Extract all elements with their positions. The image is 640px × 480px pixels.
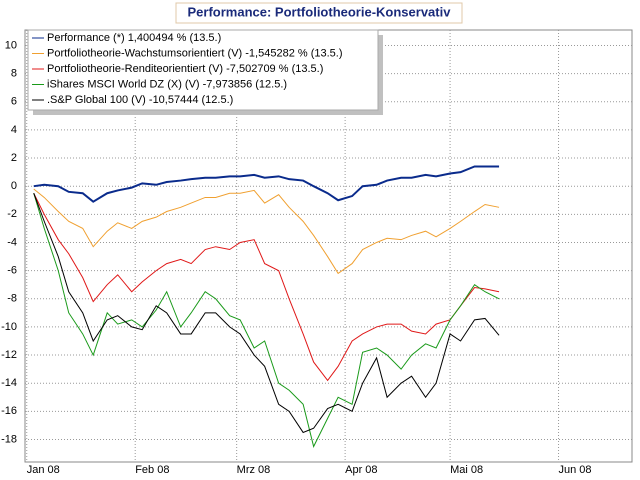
y-tick-label: -4	[7, 236, 17, 248]
x-tick-label: Feb 08	[135, 464, 169, 476]
legend-label: iShares MSCI World DZ (X) (V) -7,973856 …	[47, 78, 287, 90]
y-tick-label: 4	[11, 124, 17, 136]
series-line	[33, 188, 500, 275]
y-tick-label: -10	[1, 321, 17, 333]
y-tick-label: -2	[7, 208, 17, 220]
x-tick-label: Jan 08	[27, 464, 60, 476]
x-tick-label: Mai 08	[450, 464, 483, 476]
series-line	[33, 165, 500, 203]
series-line	[33, 193, 500, 382]
x-tick-label: Mrz 08	[237, 464, 271, 476]
y-tick-label: 6	[11, 96, 17, 108]
y-tick-label: -8	[7, 293, 17, 305]
y-tick-label: -14	[1, 377, 17, 389]
legend-label: .S&P Global 100 (V) -10,57444 (12.5.)	[47, 94, 233, 106]
series-line	[33, 193, 500, 448]
y-tick-label: -6	[7, 265, 17, 277]
chart-title: Performance: Portfoliotheorie-Konservati…	[188, 4, 452, 19]
legend-label: Performance (*) 1,400494 % (13.5.)	[47, 32, 221, 44]
legend: Performance (*) 1,400494 % (13.5.) Portfo…	[27, 29, 383, 115]
y-tick-label: 10	[5, 39, 17, 51]
y-tick-label: -16	[1, 405, 17, 417]
legend-label: Portfoliotheorie-Renditeorientiert (V) -…	[47, 63, 323, 75]
legend-label: Portfoliotheorie-Wachstumsorientiert (V)…	[47, 47, 343, 59]
title-box	[175, 2, 463, 24]
legend-box	[27, 29, 379, 111]
x-tick-label: Jun 08	[559, 464, 592, 476]
series-line	[33, 193, 500, 434]
y-tick-label: 8	[11, 68, 17, 80]
y-tick-label: -12	[1, 349, 17, 361]
y-tick-label: 0	[11, 180, 17, 192]
y-tick-label: 2	[11, 152, 17, 164]
x-tick-label: Apr 08	[345, 464, 377, 476]
y-tick-label: -18	[1, 433, 17, 445]
